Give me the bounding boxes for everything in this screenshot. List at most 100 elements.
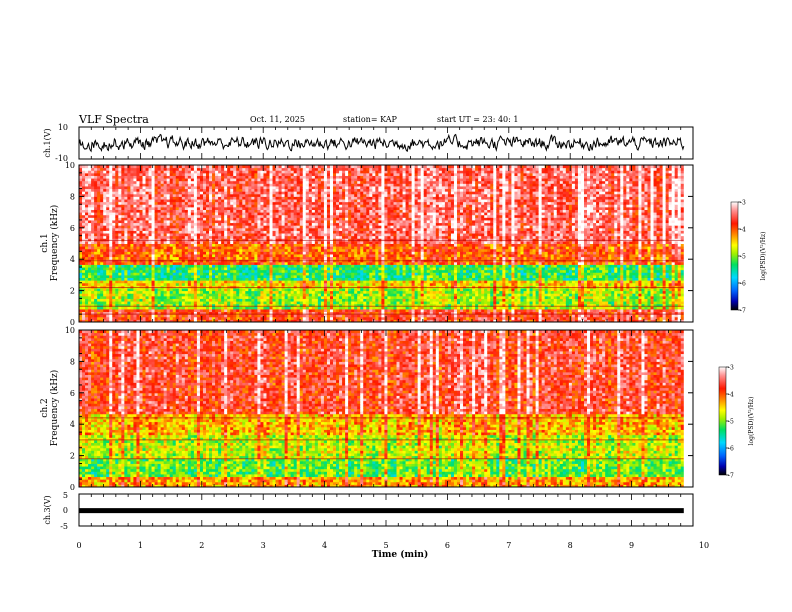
spectrogram-cell	[151, 280, 156, 284]
spectrogram-cell	[112, 256, 116, 260]
spectrogram-cell	[115, 214, 119, 218]
spectrogram-cell	[106, 280, 110, 284]
spectrogram-cell	[91, 199, 95, 203]
spectrogram-cell	[169, 196, 174, 200]
spectrogram-cell	[112, 175, 116, 179]
spectrogram-cell	[151, 311, 156, 315]
spectrogram-cell	[145, 183, 150, 187]
spectrogram-cell	[154, 222, 159, 226]
spectrogram-cell	[91, 253, 95, 258]
spectrogram-cell	[100, 172, 104, 176]
spectrogram-cell	[160, 253, 165, 258]
spectrogram-cell	[196, 188, 201, 192]
spectrogram-cell	[88, 238, 92, 242]
spectrogram-cell	[118, 209, 122, 213]
spectrogram-cell	[178, 314, 183, 318]
spectrogram-cell	[178, 298, 183, 302]
spectrogram-cell	[112, 264, 116, 268]
spectrogram-cell	[136, 240, 140, 244]
spectrogram-cell	[163, 287, 168, 292]
spectrogram-cell	[133, 178, 137, 182]
spectrogram-cell	[82, 225, 86, 229]
spectrogram-cell	[85, 298, 89, 302]
spectrogram-cell	[196, 165, 201, 169]
spectrogram-cell	[184, 261, 189, 265]
spectrogram-cell	[169, 314, 174, 318]
spectrogram-cell	[187, 253, 192, 258]
spectrogram-cell	[103, 298, 107, 302]
spectrogram-cell	[196, 230, 201, 234]
spectrogram-cell	[160, 280, 165, 284]
spectrogram-cell	[106, 235, 110, 239]
spectrogram-cell	[82, 191, 86, 195]
spectrogram-cell	[112, 204, 116, 208]
spectrogram-cell	[145, 253, 150, 258]
spectrogram-cell	[193, 290, 198, 294]
spectrogram-cell	[154, 193, 159, 197]
spectrogram-cell	[112, 248, 116, 252]
spectrogram-cell	[184, 243, 189, 247]
spectrogram-cell	[184, 246, 189, 250]
spectrogram-cell	[94, 287, 98, 292]
spectrogram-cell	[169, 209, 174, 213]
spectrogram-cell	[172, 219, 177, 224]
spectrogram-cell	[175, 282, 180, 286]
spectrogram-cell	[127, 235, 131, 239]
spectrogram-cell	[136, 287, 140, 292]
spectrogram-cell	[166, 306, 171, 310]
spectrogram-cell	[127, 219, 131, 224]
spectrogram-cell	[145, 235, 150, 239]
spectrogram-cell	[184, 230, 189, 234]
spectrogram-cell	[82, 175, 86, 179]
spectrogram-cell	[196, 206, 201, 210]
spectrogram-cell	[79, 172, 83, 176]
spectrogram-cell	[139, 206, 143, 210]
spectrogram-cell	[124, 295, 128, 299]
spectrogram-cell	[130, 246, 134, 250]
spectrogram-cell	[187, 214, 192, 218]
spectrogram-cell	[190, 206, 195, 210]
spectrogram-cell	[145, 251, 150, 255]
spectrogram-cell	[139, 219, 143, 224]
spectrogram-cell	[175, 212, 180, 216]
spectrogram-cell	[166, 243, 171, 247]
spectrogram-cell	[145, 225, 150, 229]
spectrogram-cell	[181, 238, 186, 242]
spectrogram-cell	[106, 225, 110, 229]
spectrogram-cell	[175, 256, 180, 260]
spectrogram-cell	[142, 287, 147, 292]
spectrogram-cell	[178, 301, 183, 305]
spectrogram-cell	[100, 295, 104, 299]
spectrogram-cell	[196, 172, 201, 176]
spectrogram-cell	[79, 175, 83, 179]
spectrogram-cell	[175, 308, 180, 313]
spectrogram-cell	[166, 314, 171, 318]
spectrogram-cell	[115, 240, 119, 244]
spectrogram-cell	[94, 301, 98, 305]
spectrogram-cell	[79, 209, 83, 213]
spectrogram-cell	[139, 201, 143, 205]
spectrogram-cell	[97, 185, 101, 190]
spectrogram-cell	[157, 178, 162, 182]
spectrogram-cell	[199, 238, 204, 242]
spectrogram-cell	[196, 212, 201, 216]
spectrogram-cell	[148, 246, 153, 250]
spectrogram-cell	[133, 167, 137, 171]
spectrogram-cell	[187, 201, 192, 205]
spectrogram-cell	[148, 285, 153, 289]
spectrogram-cell	[169, 282, 174, 286]
spectrogram-cell	[103, 287, 107, 292]
spectrogram-cell	[160, 188, 165, 192]
spectrogram-cell	[151, 251, 156, 255]
spectrogram-cell	[196, 240, 201, 244]
spectrogram-cell	[100, 319, 104, 323]
spectrogram-cell	[97, 240, 101, 244]
spectrogram-cell	[151, 253, 156, 258]
spectrogram-cell	[121, 272, 125, 276]
spectrogram-cell	[118, 298, 122, 302]
spectrogram-cell	[103, 301, 107, 305]
spectrogram-cell	[187, 193, 192, 197]
spectrogram-cell	[82, 246, 86, 250]
spectrogram-cell	[106, 274, 110, 279]
spectrogram-cell	[148, 183, 153, 187]
